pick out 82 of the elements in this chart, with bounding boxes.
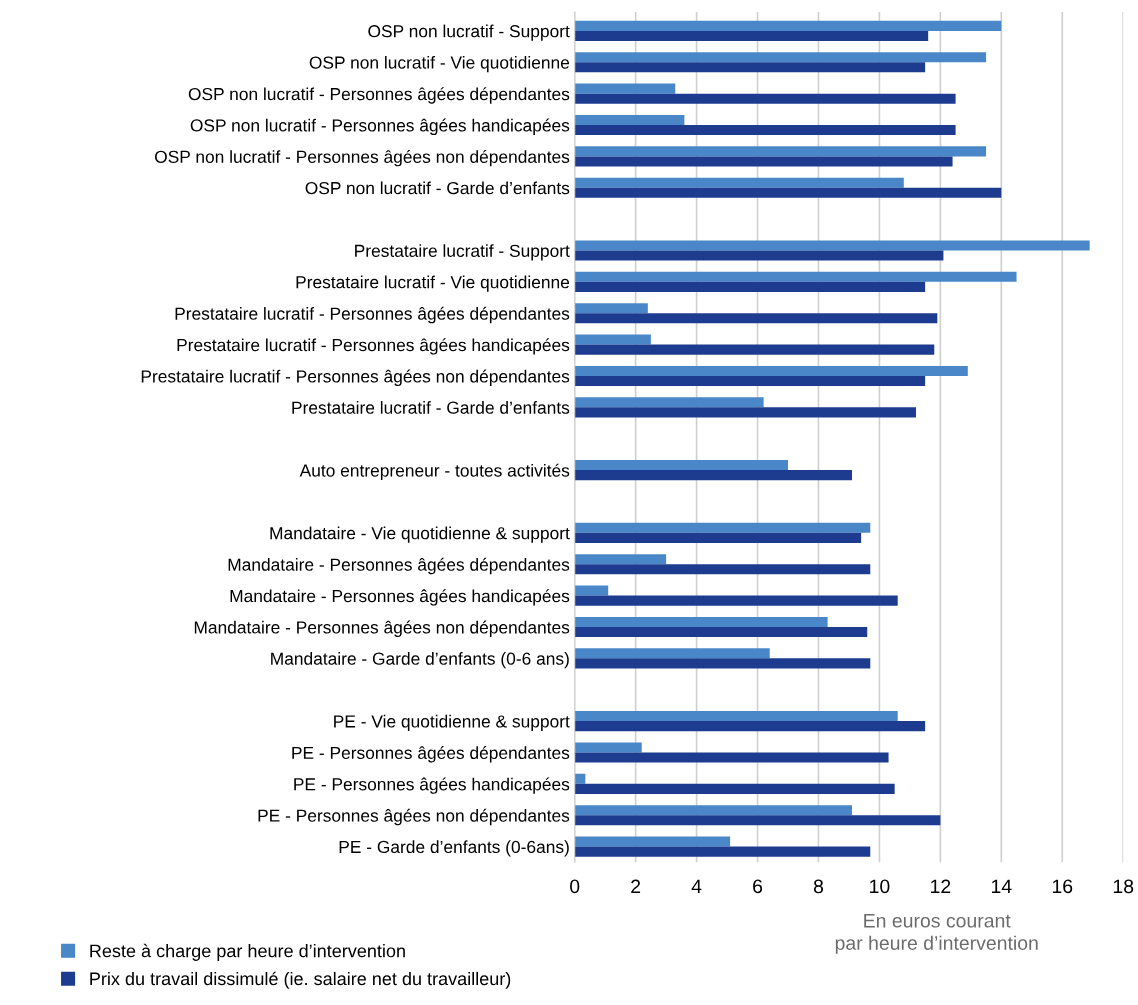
bar — [574, 281, 926, 292]
bar — [574, 30, 929, 41]
y-tick-label: OSP non lucratif - Support — [368, 24, 570, 41]
bar — [574, 114, 685, 126]
bar — [574, 595, 898, 606]
bar — [574, 240, 1090, 251]
bar — [574, 658, 871, 669]
x-tick-label: 14 — [991, 879, 1012, 894]
bar — [574, 815, 941, 826]
bar — [574, 365, 968, 376]
bar — [574, 626, 868, 638]
y-tick-label: Auto entrepreneur - toutes activités — [299, 463, 570, 481]
bar — [574, 303, 648, 314]
x-tick-label: 4 — [691, 879, 702, 894]
bar — [574, 313, 938, 324]
bar — [574, 721, 926, 732]
bar — [574, 585, 609, 596]
y-tick-label: PE - Personnes âgées non dépendantes — [258, 808, 570, 826]
y-tick-label: Mandataire - Garde d’enfants (0-6 ans) — [271, 652, 569, 669]
bar — [574, 177, 904, 188]
x-tick-label: 2 — [631, 879, 641, 894]
y-tick-label: Prestataire lucratif - Personnes âgées handicapées — [177, 338, 570, 355]
bar — [574, 742, 642, 753]
bar — [574, 187, 1002, 198]
y-tick-label: OSP non lucratif - Personnes âgées non dépendantes — [155, 149, 570, 167]
bar — [574, 648, 770, 659]
bar — [574, 616, 828, 627]
bar — [574, 522, 871, 533]
bar — [574, 376, 926, 387]
bar — [574, 334, 651, 345]
bar — [574, 470, 852, 481]
bar — [574, 146, 987, 157]
y-tick-label: Prestataire lucratif - Support — [355, 244, 570, 261]
y-tick-label: OSP non lucratif - Vie quotidienne — [309, 55, 570, 73]
y-tick-label: OSP non lucratif - Personnes âgées dépendantes — [188, 87, 570, 104]
bar — [574, 836, 731, 847]
y-tick-label: Mandataire - Vie quotidienne & support — [270, 526, 570, 543]
legend-label: Reste à charge par heure d’intervention — [90, 943, 405, 961]
bar — [574, 83, 676, 94]
y-tick-label: Mandataire - Personnes âgées handicapées — [230, 589, 570, 606]
x-tick-label: 18 — [1113, 879, 1134, 894]
bar — [574, 711, 898, 722]
bar — [574, 554, 667, 565]
x-tick-label: 12 — [931, 879, 951, 894]
x-tick-label: 0 — [570, 879, 580, 894]
bar — [574, 407, 916, 418]
bar — [574, 62, 926, 73]
bar — [574, 783, 895, 794]
x-tick-label: 8 — [813, 879, 824, 894]
bar — [574, 156, 953, 167]
y-tick-label: PE - Personnes âgées handicapées — [294, 777, 570, 794]
bar — [574, 805, 852, 816]
x-tick-label: 16 — [1052, 879, 1073, 894]
x-tick-label: 6 — [753, 879, 763, 894]
bar — [574, 93, 956, 104]
bar — [574, 250, 944, 261]
bar — [574, 125, 956, 136]
y-tick-label: PE - Garde d’enfants (0-6ans) — [339, 840, 569, 857]
bar — [574, 460, 788, 471]
x-tick-label: 10 — [870, 879, 890, 894]
legend-label: Prix du travail dissimulé (ie. salaire net du travailleur) — [90, 971, 511, 989]
y-tick-label: Prestataire lucratif - Garde d’enfants — [292, 401, 570, 414]
bar — [574, 397, 764, 408]
bar — [574, 564, 871, 575]
bar — [574, 52, 987, 63]
y-tick-label: OSP non lucratif - Personnes âgées handicapées — [190, 118, 570, 135]
y-tick-label: Mandataire - Personnes âgées non dépendantes — [194, 620, 570, 637]
x-axis-title: En euros courant par heure d’intervention — [835, 914, 1038, 954]
y-tick-label: PE - Personnes âgées dépendantes — [292, 746, 570, 763]
bar — [574, 271, 1017, 282]
y-tick-label: Prestataire lucratif - Personnes âgées dépendantes — [175, 306, 570, 324]
y-tick-label: OSP non lucratif - Garde d’enfants — [305, 181, 570, 195]
bar — [574, 532, 862, 543]
bar — [574, 846, 871, 857]
bar — [574, 20, 1002, 31]
bar — [574, 773, 586, 784]
y-tick-label: Mandataire - Personnes âgées dépendantes — [228, 557, 570, 575]
y-tick-label: Prestataire lucratif - Vie quotidienne — [296, 275, 570, 292]
y-tick-label: PE - Vie quotidienne & support — [334, 714, 570, 731]
bar — [574, 752, 889, 763]
bar — [574, 344, 935, 355]
y-tick-label: Prestataire lucratif - Personnes âgées non dépendantes — [141, 369, 570, 386]
